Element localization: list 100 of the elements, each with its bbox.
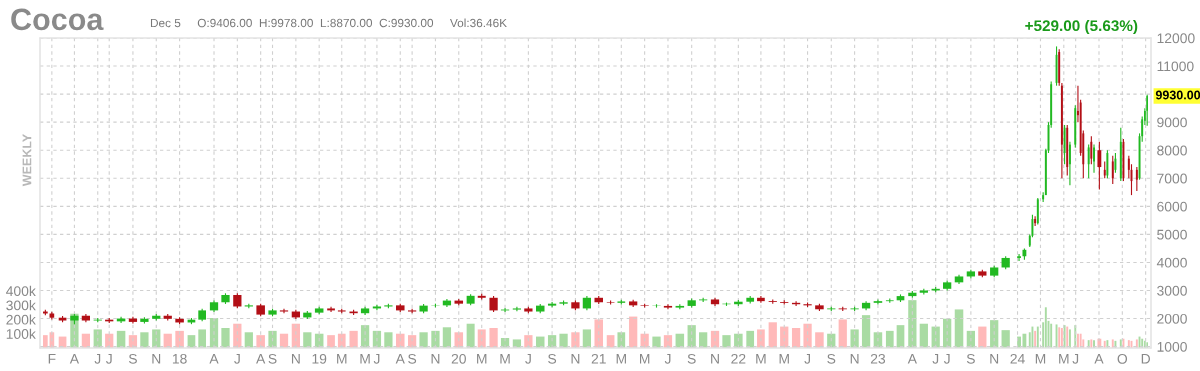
x-tick-label: 24 — [1010, 353, 1025, 364]
x-tick-label: A — [395, 354, 405, 364]
x-tick-label: N — [850, 354, 859, 364]
x-tick-label: J — [373, 354, 380, 364]
chart-subtitle: Dec 5 O:9406.00 H:9978.00 L:8870.00 C:9930.00 Vol:36.46K — [150, 18, 507, 28]
y2-tick-label: 300k — [6, 300, 36, 311]
x-tick-label: N — [291, 354, 300, 364]
y-tick-label: 2000 — [1157, 313, 1187, 324]
bar — [349, 330, 358, 348]
x-tick-label: 20 — [451, 353, 466, 364]
bar — [431, 330, 440, 348]
x-tick-label: M — [360, 354, 370, 364]
bar — [919, 323, 928, 348]
annotation: 9930.00 — [1155, 90, 1200, 100]
x-tick-label: J — [234, 354, 240, 364]
x-tick-label: M — [1059, 354, 1069, 364]
x-tick-label: N — [431, 354, 440, 364]
bar — [815, 332, 824, 348]
x-tick-label: S — [268, 353, 277, 364]
x-tick-label: M — [640, 354, 650, 364]
y2-tick-label: 200k — [6, 314, 36, 325]
bar — [582, 329, 592, 348]
bar — [652, 336, 661, 348]
candlestick — [663, 303, 673, 310]
bar — [722, 335, 731, 348]
x-tick-label: M — [616, 354, 626, 364]
x-tick-label: J — [804, 354, 811, 364]
candlestick — [327, 306, 335, 313]
y2-tick-label: 100k — [6, 328, 36, 339]
x-tick-label: N — [152, 354, 161, 364]
x-tick-label: J — [94, 354, 101, 364]
x-tick-label: M — [337, 354, 347, 364]
x-tick-label: 23 — [870, 353, 886, 364]
bar — [803, 323, 812, 348]
bar — [559, 333, 568, 348]
x-tick-label: M — [756, 354, 766, 364]
y-tick-label: 7000 — [1157, 173, 1187, 184]
chart-title: Cocoa — [11, 8, 104, 31]
y-tick-label: 6000 — [1157, 201, 1187, 212]
x-tick-label: D — [1141, 354, 1150, 364]
bar — [791, 328, 801, 348]
y-tick-label: 5000 — [1157, 229, 1187, 240]
bar — [198, 329, 207, 348]
bar — [175, 330, 184, 348]
bar — [524, 335, 533, 348]
x-tick-label: 21 — [591, 353, 606, 364]
bar — [617, 332, 626, 348]
bar — [746, 330, 755, 348]
x-tick-label: 22 — [731, 353, 746, 364]
bar — [477, 329, 486, 348]
bar — [861, 315, 871, 348]
bar — [850, 329, 859, 348]
x-tick-label: A — [209, 354, 219, 364]
y2-tick-label: 400k — [6, 285, 36, 297]
x-tick-label: A — [907, 354, 917, 364]
x-tick-label: A — [69, 354, 80, 364]
x-tick-label: S — [548, 353, 557, 364]
x-tick-label: O — [1117, 353, 1128, 364]
y-tick-label: 9000 — [1157, 117, 1187, 128]
candlestick — [873, 298, 883, 306]
x-tick-label: J — [1072, 354, 1079, 364]
bar — [419, 332, 428, 348]
bar — [256, 335, 265, 348]
x-tick-label: J — [664, 354, 671, 364]
x-tick-label: 19 — [312, 353, 327, 364]
bar — [489, 328, 498, 348]
x-tick-label: N — [990, 354, 999, 364]
bar — [327, 335, 335, 348]
bar — [268, 330, 277, 348]
x-tick-label: J — [525, 354, 531, 364]
text: WEEKLY — [22, 134, 32, 187]
bar — [140, 332, 149, 348]
x-tick-label: M — [1035, 354, 1046, 364]
y-tick-label: 11000 — [1157, 61, 1194, 72]
y-tick-label: 1000 — [1157, 341, 1187, 352]
x-tick-label: S — [966, 353, 975, 364]
bar — [838, 319, 847, 348]
x-tick-label: M — [779, 354, 789, 364]
x-tick-label: S — [128, 353, 137, 364]
bar — [954, 309, 964, 348]
candlestick — [372, 304, 382, 311]
y-tick-label: 8000 — [1157, 145, 1187, 156]
x-tick-label: A — [1094, 354, 1104, 364]
x-tick-label: A — [256, 354, 266, 364]
y-tick-label: 12000 — [1157, 33, 1195, 44]
x-tick-label: J — [932, 354, 939, 364]
bar — [1001, 330, 1010, 348]
x-tick-label: J — [105, 354, 112, 364]
x-tick-label: S — [827, 353, 836, 364]
bar — [885, 330, 894, 348]
bar — [768, 322, 777, 348]
x-tick-label: S — [687, 353, 696, 364]
x-tick-label: 18 — [172, 353, 187, 364]
y-tick-label: 3000 — [1157, 285, 1187, 296]
x-tick-label: M — [477, 354, 487, 364]
x-tick-label: J — [943, 354, 950, 364]
y-tick-label: 4000 — [1156, 257, 1187, 268]
bar — [384, 332, 393, 348]
candlestick — [547, 301, 557, 308]
x-tick-label: N — [571, 354, 580, 364]
